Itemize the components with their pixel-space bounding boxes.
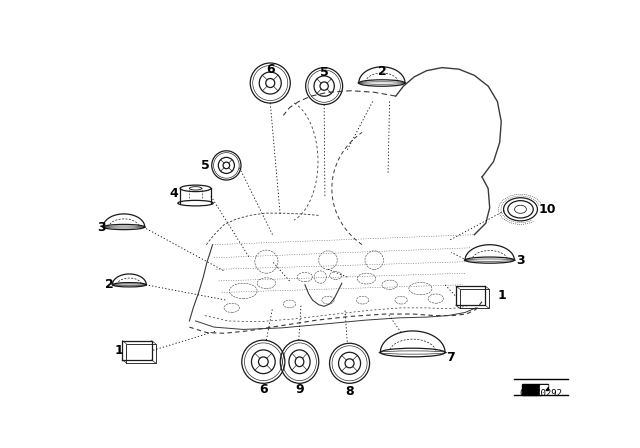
Text: 00170292: 00170292 [520, 389, 563, 398]
Text: 9: 9 [295, 383, 304, 396]
Text: 6: 6 [266, 63, 275, 76]
Text: 10: 10 [539, 203, 557, 216]
Text: 2: 2 [378, 65, 387, 78]
Polygon shape [541, 386, 548, 395]
Text: 8: 8 [345, 385, 354, 398]
Text: 4: 4 [170, 187, 179, 200]
Text: 7: 7 [447, 351, 455, 364]
Text: 6: 6 [259, 383, 268, 396]
Text: 3: 3 [98, 220, 106, 233]
Text: 3: 3 [516, 254, 525, 267]
Text: 5: 5 [202, 159, 210, 172]
Text: 2: 2 [105, 278, 114, 291]
Text: 5: 5 [320, 66, 328, 79]
Text: 1: 1 [115, 344, 123, 357]
Polygon shape [522, 384, 548, 395]
Text: 1: 1 [497, 289, 506, 302]
